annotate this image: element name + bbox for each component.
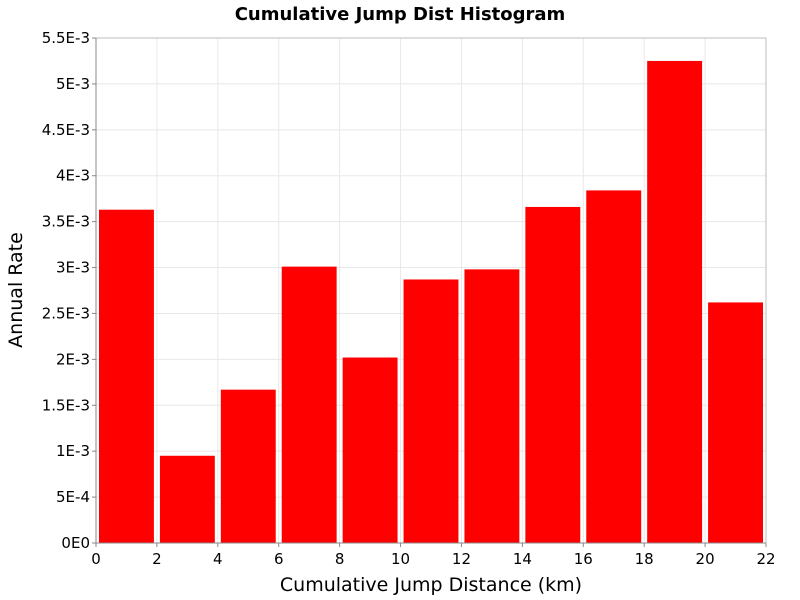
bar-6 bbox=[464, 269, 520, 543]
y-tick-label-10: 5E-3 bbox=[56, 75, 90, 93]
bar-8 bbox=[586, 190, 642, 543]
x-tick-label-5: 10 bbox=[391, 550, 410, 568]
x-tick-label-6: 12 bbox=[452, 550, 471, 568]
bar-4 bbox=[342, 357, 398, 543]
x-tick-label-11: 22 bbox=[756, 550, 775, 568]
bar-2 bbox=[220, 389, 276, 543]
bar-5 bbox=[403, 279, 459, 543]
x-axis: 0 2 4 6 8 10 12 14 16 18 20 22 bbox=[91, 542, 776, 568]
y-tick-label-8: 4E-3 bbox=[56, 167, 90, 185]
x-tick-label-8: 16 bbox=[574, 550, 593, 568]
y-tick-label-5: 2.5E-3 bbox=[42, 304, 90, 322]
bar-10 bbox=[708, 302, 763, 543]
y-tick-label-3: 1.5E-3 bbox=[42, 396, 90, 414]
x-axis-title: Cumulative Jump Distance (km) bbox=[280, 574, 582, 596]
y-tick-label-9: 4.5E-3 bbox=[42, 121, 90, 139]
x-tick-label-4: 8 bbox=[335, 550, 345, 568]
x-tick-label-3: 6 bbox=[274, 550, 284, 568]
x-tick-label-2: 4 bbox=[213, 550, 223, 568]
y-tick-label-2: 1E-3 bbox=[56, 442, 90, 460]
bar-1 bbox=[159, 455, 215, 543]
bar-0 bbox=[99, 209, 154, 543]
y-tick-label-0: 0E0 bbox=[61, 534, 90, 552]
bar-7 bbox=[525, 206, 581, 544]
y-axis: 0E0 5E-4 1E-3 1.5E-3 2E-3 2.5E-3 3E-3 3.5E-3 4E-… bbox=[42, 29, 97, 552]
bars bbox=[99, 60, 763, 544]
x-tick-label-10: 20 bbox=[696, 550, 715, 568]
x-tick-label-1: 2 bbox=[152, 550, 162, 568]
y-tick-label-1: 5E-4 bbox=[56, 488, 90, 506]
y-tick-label-6: 3E-3 bbox=[56, 259, 90, 277]
x-tick-label-9: 18 bbox=[635, 550, 654, 568]
x-tick-label-0: 0 bbox=[91, 550, 101, 568]
x-tick-label-7: 14 bbox=[513, 550, 532, 568]
y-tick-label-4: 2E-3 bbox=[56, 350, 90, 368]
y-tick-label-7: 3.5E-3 bbox=[42, 213, 90, 231]
bar-3 bbox=[281, 266, 337, 543]
chart-title: Cumulative Jump Dist Histogram bbox=[235, 4, 566, 25]
y-axis-title: Annual Rate bbox=[5, 232, 27, 348]
bar-9 bbox=[647, 60, 703, 544]
y-tick-label-11: 5.5E-3 bbox=[42, 29, 90, 47]
